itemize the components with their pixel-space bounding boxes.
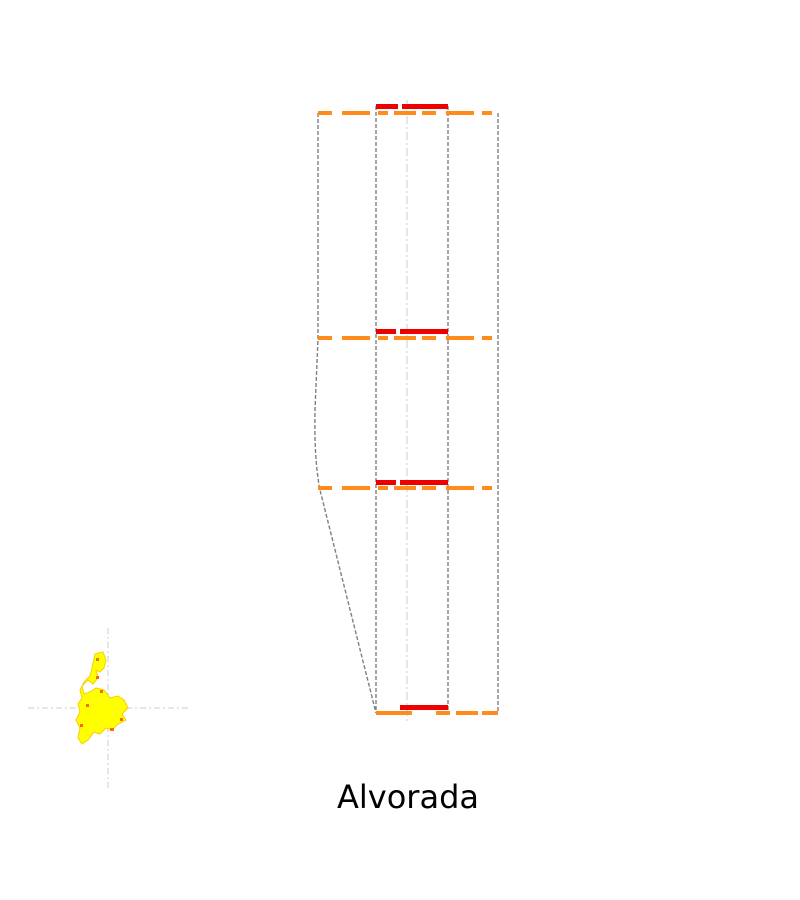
level-top: [318, 104, 498, 115]
level-2-red-bar-a: [376, 329, 396, 334]
level-3: [318, 480, 498, 490]
level-top-red-bar-a: [376, 104, 398, 109]
level-2: [318, 329, 498, 340]
level-2-red-bar-b: [400, 329, 448, 334]
locator-accent-5: [110, 728, 114, 731]
locator-region-shape: [75, 651, 129, 745]
diagram-title: Alvorada: [337, 778, 479, 816]
level-3-red-bar-a: [376, 480, 396, 485]
locator-map: [28, 628, 188, 788]
level-top-red-bar-b: [402, 104, 448, 109]
locator-accent-3: [86, 704, 89, 707]
level-bottom-red-bar: [400, 705, 448, 710]
locator-accent-7: [80, 724, 83, 727]
locator-accent-1: [96, 676, 99, 679]
locator-accent-2: [100, 690, 103, 693]
level-bottom: [376, 705, 498, 715]
level-3-red-bar-b: [400, 480, 448, 485]
locator-accent-4: [120, 718, 123, 721]
outer-left-profile: [314, 113, 377, 714]
locator-accent-6: [96, 658, 99, 661]
